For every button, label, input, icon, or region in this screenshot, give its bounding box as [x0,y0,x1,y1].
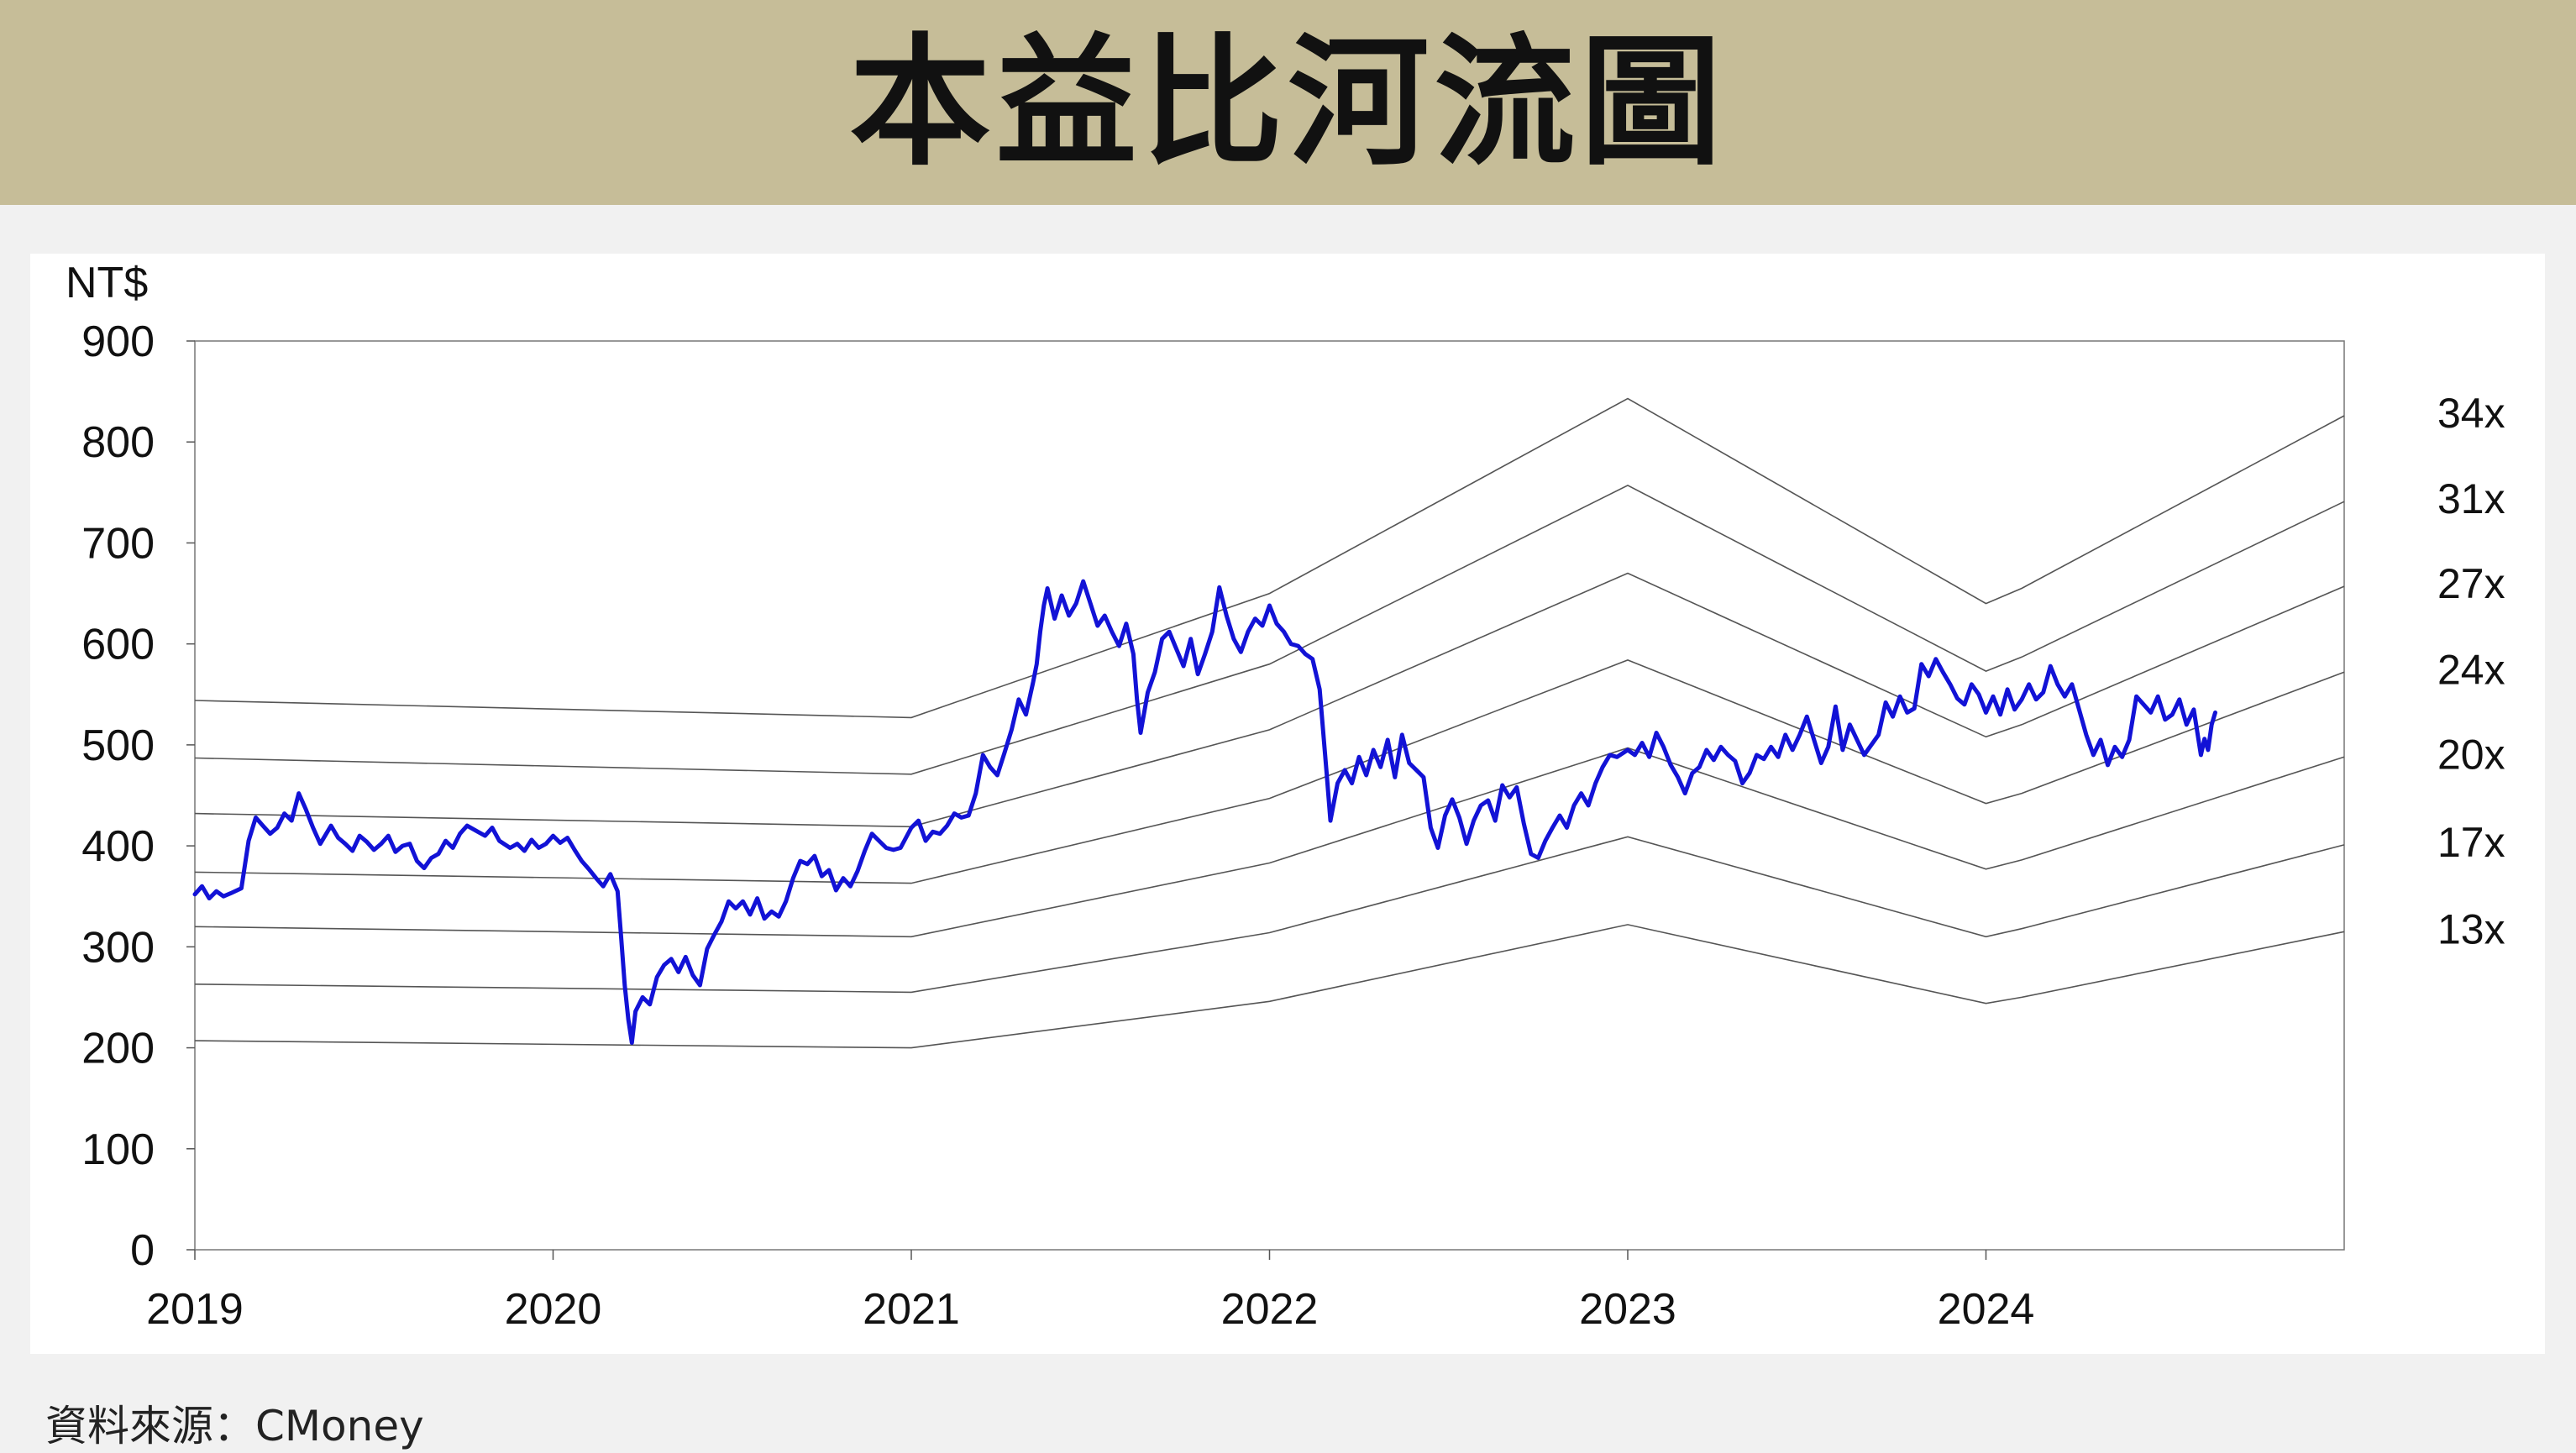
band-label-34x: 34x [2437,390,2505,437]
x-tick-label-2024: 2024 [1938,1285,2035,1334]
y-tick-label-700: 700 [81,519,155,568]
pe-river-chart: NT$ 0 100 200 300 400 500 600 700 800 900 2019 2020… [66,259,2505,1334]
x-tick-label-2022: 2022 [1221,1285,1319,1334]
band-label-31x: 31x [2437,475,2505,522]
x-tick-label-2020: 2020 [505,1285,602,1334]
title-bar: 本益比河流圖 [0,0,2576,205]
y-tick-label-900: 900 [81,317,155,366]
band-label-24x: 24x [2437,646,2505,693]
x-tick-label-2019: 2019 [146,1285,244,1334]
chart-panel: NT$ 0 100 200 300 400 500 600 700 800 900 2019 2020… [30,254,2545,1354]
band-label-27x: 27x [2437,560,2505,607]
band-label-20x: 20x [2437,731,2505,778]
y-tick-label-0: 0 [130,1226,155,1275]
band-34x [194,397,2345,719]
page-title: 本益比河流圖 [849,20,1727,185]
y-axis-label: NT$ [66,259,148,307]
y-tick-label-800: 800 [81,418,155,467]
band-13x [194,924,2345,1049]
band-label-17x: 17x [2437,819,2505,866]
band-31x [194,485,2345,775]
x-tick-label-2021: 2021 [863,1285,960,1334]
source-note: 資料來源：CMoney [45,1402,424,1450]
y-tick-label-500: 500 [81,721,155,770]
y-tick-label-400: 400 [81,822,155,871]
y-tick-label-600: 600 [81,621,155,669]
y-tick-label-200: 200 [81,1025,155,1073]
y-tick-label-300: 300 [81,923,155,972]
plot-frame [194,340,2345,1251]
x-tick-label-2023: 2023 [1579,1285,1676,1334]
price-line [192,579,2217,1045]
band-label-13x: 13x [2437,905,2505,952]
band-17x [194,836,2345,994]
band-24x [194,659,2345,884]
y-tick-label-100: 100 [81,1125,155,1174]
